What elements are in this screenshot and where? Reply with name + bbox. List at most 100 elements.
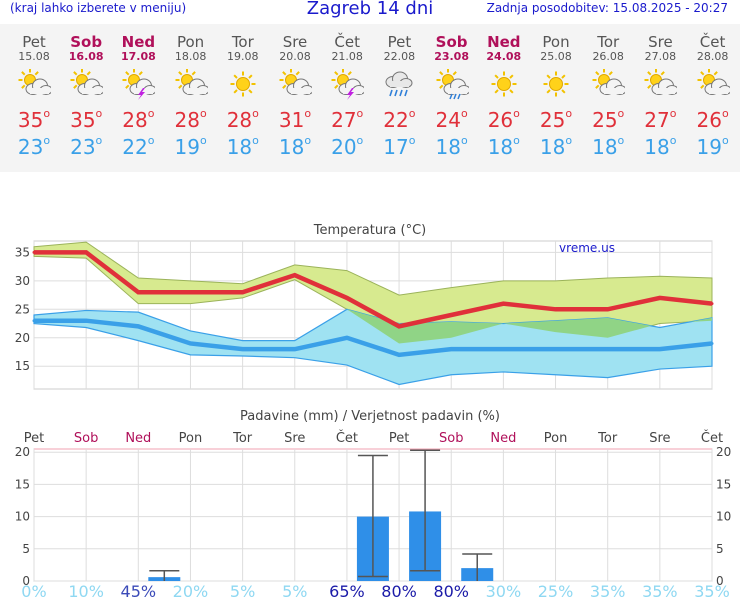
max-temp-point bbox=[449, 313, 453, 317]
probability-label: 35% bbox=[694, 582, 730, 600]
day-column: Sre 27.08 27o 18o bbox=[634, 24, 686, 159]
min-temp-line bbox=[34, 318, 713, 358]
tmin-value: 18o bbox=[435, 134, 468, 159]
day-column: Pet 15.08 35o 23o bbox=[8, 24, 60, 159]
y-tick-label-right: 15 bbox=[716, 477, 731, 491]
probability-label: 65% bbox=[329, 582, 365, 600]
day-column: Pon 18.08 28o 19o bbox=[165, 24, 217, 159]
y-tick-label-right: 10 bbox=[716, 510, 731, 524]
y-tick-label: 20 bbox=[15, 445, 30, 459]
tmin-value: 20o bbox=[331, 134, 364, 159]
min-temp-point bbox=[188, 341, 192, 345]
y-tick-label: 25 bbox=[15, 302, 30, 316]
y-tick-label: 0 bbox=[22, 574, 30, 588]
x-tick-label: Pon bbox=[544, 431, 568, 446]
day-date: 21.08 bbox=[331, 50, 363, 63]
tmax-value: 24o bbox=[435, 107, 468, 132]
min-temp-point bbox=[554, 347, 558, 351]
tmax-value: 31o bbox=[278, 107, 312, 132]
last-update: Zadnja posodobitev: 15.08.2025 - 20:27 bbox=[486, 1, 728, 15]
min-temp-point bbox=[136, 324, 140, 328]
day-name: Sob bbox=[70, 33, 103, 51]
min-temp-point bbox=[449, 347, 453, 351]
sun-cloud-storm-icon bbox=[330, 68, 366, 100]
tmin-value: 23o bbox=[70, 134, 103, 159]
tmax-value: 28o bbox=[174, 107, 207, 132]
min-temp-point bbox=[658, 347, 662, 351]
min-temp-point bbox=[501, 347, 505, 351]
sun-cloud-icon bbox=[69, 68, 105, 99]
x-tick-label: Pet bbox=[24, 431, 44, 446]
day-column: Pet 22.08 22o 17o bbox=[373, 24, 425, 159]
max-temp-line bbox=[34, 250, 713, 329]
tmin-value: 18o bbox=[278, 134, 312, 159]
day-date: 15.08 bbox=[18, 50, 50, 63]
day-column: Čet 21.08 27o 20o bbox=[321, 24, 373, 159]
min-temp-point bbox=[32, 319, 36, 323]
day-name: Čet bbox=[699, 33, 726, 51]
sun-cloud-icon bbox=[174, 68, 210, 99]
day-column: Sre 20.08 31o 18o bbox=[269, 24, 321, 159]
sun-icon bbox=[487, 69, 521, 99]
tmax-value: 25o bbox=[539, 107, 573, 132]
sun-cloud-rain-icon bbox=[435, 68, 471, 100]
day-name: Ned bbox=[487, 33, 521, 51]
y-tick-label: 30 bbox=[15, 274, 30, 288]
max-temp-point bbox=[345, 296, 349, 300]
tmin-value: 18o bbox=[487, 134, 520, 159]
y-tick-label: 15 bbox=[15, 477, 30, 491]
day-column: Sob 16.08 35o 23o bbox=[60, 24, 112, 159]
tmin-value: 22o bbox=[122, 134, 155, 159]
day-name: Pet bbox=[22, 33, 46, 51]
day-date: 27.08 bbox=[644, 50, 677, 63]
max-temp-point bbox=[554, 307, 558, 311]
probability-label: 45% bbox=[121, 582, 157, 600]
max-temp-point bbox=[84, 250, 88, 254]
tmax-value: 27o bbox=[644, 107, 677, 132]
tmax-value: 27o bbox=[331, 107, 364, 132]
day-name: Pon bbox=[542, 33, 570, 51]
max-temp-point bbox=[658, 296, 662, 300]
max-temp-point bbox=[293, 273, 297, 277]
min-temp-point bbox=[241, 347, 245, 351]
location-hint[interactable]: (kraj lahko izberete v meniju) bbox=[10, 1, 187, 15]
probability-label: 80% bbox=[381, 582, 417, 600]
probability-label: 80% bbox=[433, 582, 469, 600]
y-tick-label: 20 bbox=[15, 331, 30, 345]
tmin-value: 18o bbox=[644, 134, 677, 159]
tmin-value: 18o bbox=[592, 134, 625, 159]
x-tick-label: Ned bbox=[125, 431, 151, 446]
tmax-value: 22o bbox=[383, 107, 416, 132]
day-name: Tor bbox=[231, 33, 254, 51]
tmin-value: 23o bbox=[17, 134, 51, 159]
day-date: 18.08 bbox=[174, 50, 207, 63]
day-column: Čet 28.08 26o 19o bbox=[687, 24, 739, 159]
x-tick-label: Pet bbox=[389, 431, 409, 446]
day-name: Tor bbox=[597, 33, 620, 51]
y-tick-label: 35 bbox=[15, 245, 30, 259]
tmin-value: 17o bbox=[383, 134, 416, 159]
x-tick-label: Ned bbox=[490, 431, 516, 446]
header-bar: (kraj lahko izberete v meniju) Zagreb 14… bbox=[0, 0, 740, 20]
probability-label: 0% bbox=[21, 582, 46, 600]
temperature-chart: Temperatura (°C) 15 20 25 30 35 vreme.us bbox=[15, 223, 714, 390]
day-column: Pon 25.08 25o 18o bbox=[530, 24, 582, 159]
min-temp-point bbox=[397, 353, 401, 357]
day-date: 20.08 bbox=[279, 50, 311, 63]
day-name: Sre bbox=[648, 33, 673, 51]
day-date: 24.08 bbox=[486, 50, 522, 63]
precipitation-chart: Padavine (mm) / Verjetnost padavin (%) Pe… bbox=[15, 409, 732, 600]
day-name: Pon bbox=[176, 33, 205, 51]
y-tick-label: 10 bbox=[15, 510, 30, 524]
y-tick-label: 15 bbox=[15, 359, 30, 373]
sun-cloud-icon bbox=[696, 68, 732, 99]
probability-label: 5% bbox=[282, 582, 307, 600]
day-column: Tor 26.08 25o 18o bbox=[582, 24, 634, 159]
watermark: vreme.us bbox=[559, 241, 615, 255]
min-temp-point bbox=[606, 347, 610, 351]
probability-label: 5% bbox=[230, 582, 255, 600]
day-date: 22.08 bbox=[383, 50, 416, 63]
day-column: Sob 23.08 24o 18o bbox=[426, 24, 478, 159]
x-tick-label: Sre bbox=[649, 431, 670, 446]
day-date: 16.08 bbox=[68, 50, 104, 63]
